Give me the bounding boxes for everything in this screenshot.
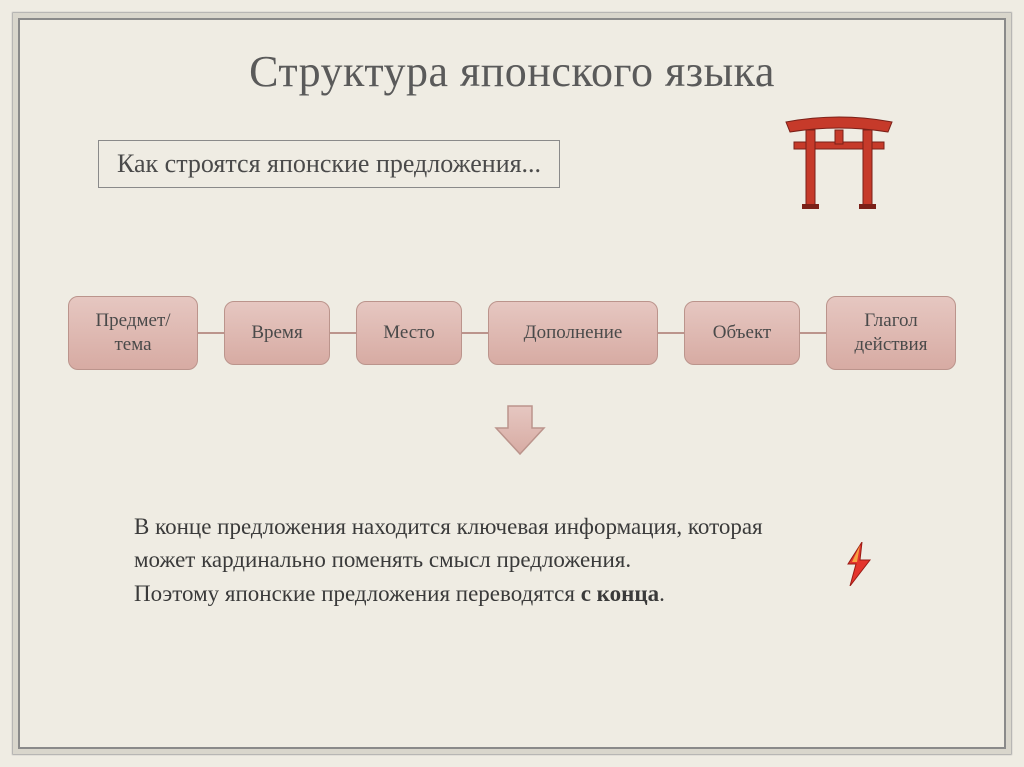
flow-node: Время [224, 301, 330, 365]
flow-node: Предмет/тема [68, 296, 198, 370]
flow-row: Предмет/тема Время Место Дополнение Объект Гл… [68, 296, 956, 370]
subtitle-box: Как строятся японские предложения... [98, 140, 560, 188]
flow-connector [198, 332, 224, 334]
flow-node: Место [356, 301, 462, 365]
slide-frame: Структура японского языка Как строятся я… [18, 18, 1006, 749]
flow-node: Глаголдействия [826, 296, 956, 370]
flow-connector [800, 332, 826, 334]
body-line-1: В конце предложения находится ключевая и… [134, 514, 763, 539]
body-line-3-bold: с конца [581, 581, 659, 606]
body-line-3-prefix: Поэтому японские предложения переводятся [134, 581, 581, 606]
torii-icon [784, 110, 894, 210]
body-line-2: может кардинально поменять смысл предлож… [134, 547, 631, 572]
body-line-3-suffix: . [659, 581, 665, 606]
slide-title: Структура японского языка [20, 46, 1004, 97]
lightning-bolt-icon [844, 542, 874, 586]
flow-node: Дополнение [488, 301, 658, 365]
body-text: В конце предложения находится ключевая и… [134, 510, 874, 610]
flow-node: Объект [684, 301, 800, 365]
flow-connector [658, 332, 684, 334]
flow-connector [462, 332, 488, 334]
flow-connector [330, 332, 356, 334]
down-arrow-icon [492, 402, 548, 458]
